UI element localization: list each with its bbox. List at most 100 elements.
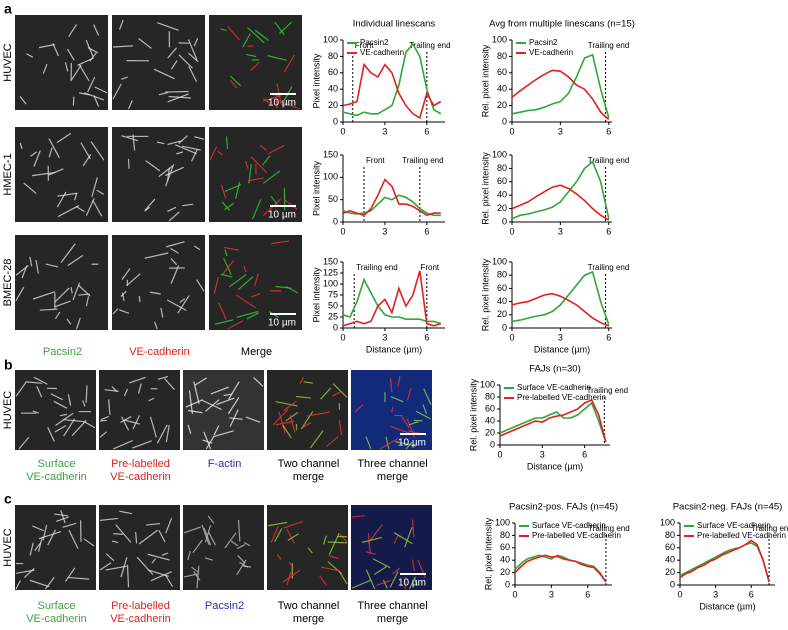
x-tick-label: 0 [509, 332, 514, 342]
junction-stroke [213, 425, 220, 436]
junction-stroke [62, 522, 77, 528]
legend-label: Pacsin2 [529, 38, 558, 47]
y-tick-label: 150 [323, 256, 338, 266]
legend-label: Surface VE-cadherin [517, 383, 591, 392]
junction-stroke [157, 22, 179, 31]
junction-stroke [332, 383, 348, 398]
chart-title: Pacsin2-neg. FAJs (n=45) [673, 502, 783, 513]
junction-stroke [319, 575, 328, 586]
junction-stroke [338, 571, 348, 585]
junction-stroke [224, 202, 235, 211]
annotation-label: Front [420, 263, 439, 272]
image-label: VE-cadherin [26, 471, 87, 483]
junction-stroke [326, 435, 339, 447]
micrograph [99, 370, 180, 450]
junction-stroke [144, 198, 156, 211]
junction-stroke [21, 265, 28, 279]
junction-stroke [220, 28, 227, 32]
panel-label: a [4, 1, 12, 17]
junction-stroke [244, 542, 251, 547]
junction-stroke [408, 576, 416, 590]
junction-stroke [289, 414, 296, 433]
junction-stroke [246, 312, 259, 320]
junction-stroke [151, 558, 157, 564]
junction-stroke [361, 536, 382, 543]
junction-stroke [201, 524, 210, 545]
junction-stroke [167, 93, 189, 103]
junction-stroke [253, 273, 259, 287]
junction-stroke [302, 422, 312, 428]
junction-stroke [183, 526, 201, 534]
image-label: F-actin [208, 458, 242, 470]
junction-stroke [112, 439, 134, 450]
image-label: merge [293, 471, 324, 483]
junction-stroke [168, 95, 191, 99]
row-label: HUVEC [2, 528, 14, 567]
x-tick-label: 0 [509, 126, 514, 136]
junction-stroke [38, 536, 43, 552]
y-tick-label: 100 [323, 172, 338, 182]
junction-stroke [121, 76, 128, 80]
annotation-label: Trailing end [409, 41, 451, 50]
junction-stroke [123, 388, 129, 397]
junction-stroke [242, 565, 251, 568]
junction-stroke [121, 416, 130, 431]
junction-stroke [365, 551, 376, 555]
junction-stroke [401, 416, 410, 429]
junction-stroke [108, 399, 111, 415]
junction-stroke [160, 307, 164, 318]
junction-stroke [224, 184, 242, 192]
junction-stroke [237, 555, 246, 564]
junction-stroke [176, 151, 184, 155]
junction-stroke [100, 415, 109, 421]
series-line [342, 42, 442, 117]
y-tick-label: 20 [497, 203, 507, 213]
series-line [511, 160, 610, 220]
junction-stroke [274, 21, 285, 36]
junction-stroke [120, 290, 127, 297]
junction-stroke [405, 441, 413, 450]
y-axis-label: Rel. pixel intensity [480, 152, 490, 225]
junction-stroke [120, 557, 128, 578]
annotation-label: Trailing end [588, 41, 630, 50]
junction-stroke [175, 144, 197, 155]
junction-stroke [59, 413, 68, 417]
junction-stroke [67, 576, 90, 580]
junction-stroke [144, 252, 169, 259]
y-axis-label: Rel. pixel intensity [483, 517, 493, 590]
junction-stroke [250, 61, 260, 72]
junction-stroke [187, 409, 203, 414]
y-tick-label: 0 [505, 579, 510, 589]
junction-stroke [137, 383, 142, 394]
junction-stroke [120, 416, 132, 424]
junction-stroke [84, 92, 105, 101]
junction-stroke [204, 557, 213, 561]
series-line [342, 277, 442, 325]
junction-stroke [23, 567, 35, 578]
junction-stroke [89, 52, 97, 62]
x-tick-label: 3 [713, 589, 718, 599]
junction-stroke [54, 287, 70, 303]
series-line [679, 541, 770, 583]
junction-stroke [158, 529, 166, 543]
junction-stroke [397, 376, 401, 387]
junction-stroke [167, 47, 177, 59]
junction-stroke [123, 419, 140, 425]
junction-stroke [56, 132, 72, 144]
junction-stroke [170, 60, 178, 70]
image-label: Pre-labelled [111, 600, 170, 612]
junction-stroke [93, 24, 100, 36]
image-label: Pre-labelled [111, 458, 170, 470]
junction-stroke [332, 391, 341, 397]
y-axis-label: Rel. pixel intensity [480, 44, 490, 117]
junction-stroke [53, 400, 68, 409]
junction-stroke [216, 397, 235, 406]
junction-stroke [267, 144, 285, 155]
series-line [679, 539, 770, 583]
junction-stroke [243, 265, 247, 273]
y-tick-label: 150 [323, 149, 338, 159]
micrograph [267, 370, 348, 450]
junction-stroke [253, 377, 264, 387]
x-tick-label: 0 [509, 226, 514, 236]
micrograph [15, 15, 108, 110]
